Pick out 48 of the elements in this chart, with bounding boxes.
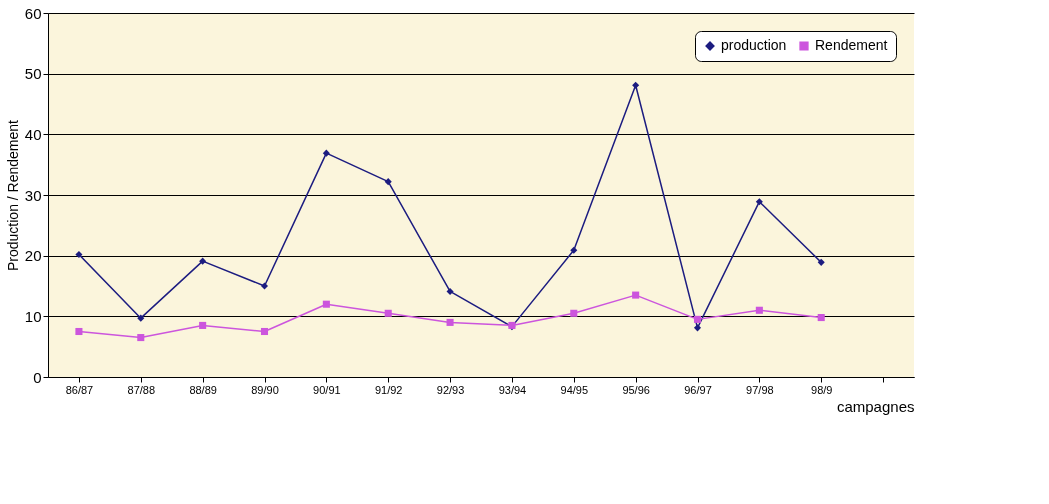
x-tick-label: 98/9 (811, 383, 833, 396)
point (570, 309, 578, 317)
point (755, 306, 763, 314)
point (817, 258, 825, 266)
x-tick-label: 94/95 (560, 383, 589, 396)
point (570, 246, 578, 254)
y-tick-label: 60 (24, 4, 42, 22)
point (632, 291, 640, 299)
point (446, 318, 454, 326)
x-tick-label: 88/89 (189, 383, 217, 396)
point (384, 309, 392, 317)
point (75, 250, 83, 258)
point (199, 321, 207, 329)
y-tick-label: 50 (24, 65, 42, 83)
point (199, 257, 207, 265)
y-tick-label: 20 (24, 247, 42, 265)
y-tick-label: 10 (24, 307, 42, 325)
point (260, 327, 269, 336)
y-tick-label: 0 (33, 368, 42, 386)
legend-label: production (721, 37, 787, 53)
y-tick-label: 40 (24, 125, 42, 143)
y-axis-title: Production / Rendement (4, 119, 21, 271)
x-tick-label: 90/91 (313, 383, 341, 396)
point (75, 327, 83, 336)
point (322, 300, 330, 308)
point (693, 315, 702, 323)
point (693, 324, 702, 332)
x-axis-title: campagnes (836, 397, 915, 415)
x-tick-label: 87/88 (127, 383, 156, 396)
point (137, 314, 145, 322)
point (137, 334, 145, 342)
x-tick-label: 96/97 (684, 383, 712, 396)
point (755, 198, 763, 206)
legend-label: Rendement (815, 37, 888, 53)
x-tick-label: 86/87 (65, 383, 94, 396)
x-tick-label: 95/96 (622, 383, 650, 396)
x-tick-label: 97/98 (746, 383, 774, 396)
y-tick-label: 30 (24, 186, 42, 204)
point (446, 287, 454, 295)
x-tick-label: 93/94 (498, 383, 527, 396)
x-tick-label: 92/93 (436, 383, 465, 396)
x-tick-label: 91/92 (374, 383, 403, 396)
point (322, 149, 330, 157)
point (632, 81, 640, 89)
point (260, 282, 269, 290)
point (384, 178, 392, 186)
point (817, 314, 825, 322)
x-tick-label: 89/90 (251, 383, 279, 396)
